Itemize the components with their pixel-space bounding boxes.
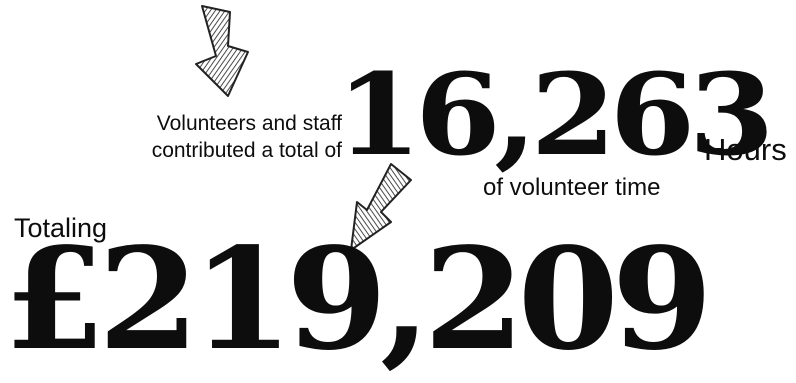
hours-unit-label: Hours: [704, 132, 787, 167]
down-left-arrow-icon: [345, 160, 415, 254]
intro-text: Volunteers and staff contributed a total…: [116, 110, 342, 164]
intro-line-2: contributed a total of: [151, 139, 342, 162]
total-hours-number: 16,263: [336, 50, 774, 181]
total-value-amount: £219,209: [4, 218, 713, 382]
hours-description: of volunteer time: [483, 174, 661, 201]
down-right-arrow-icon: [190, 4, 254, 97]
totaling-label: Totaling: [14, 213, 108, 243]
intro-line-1: Volunteers and staff: [156, 112, 342, 135]
